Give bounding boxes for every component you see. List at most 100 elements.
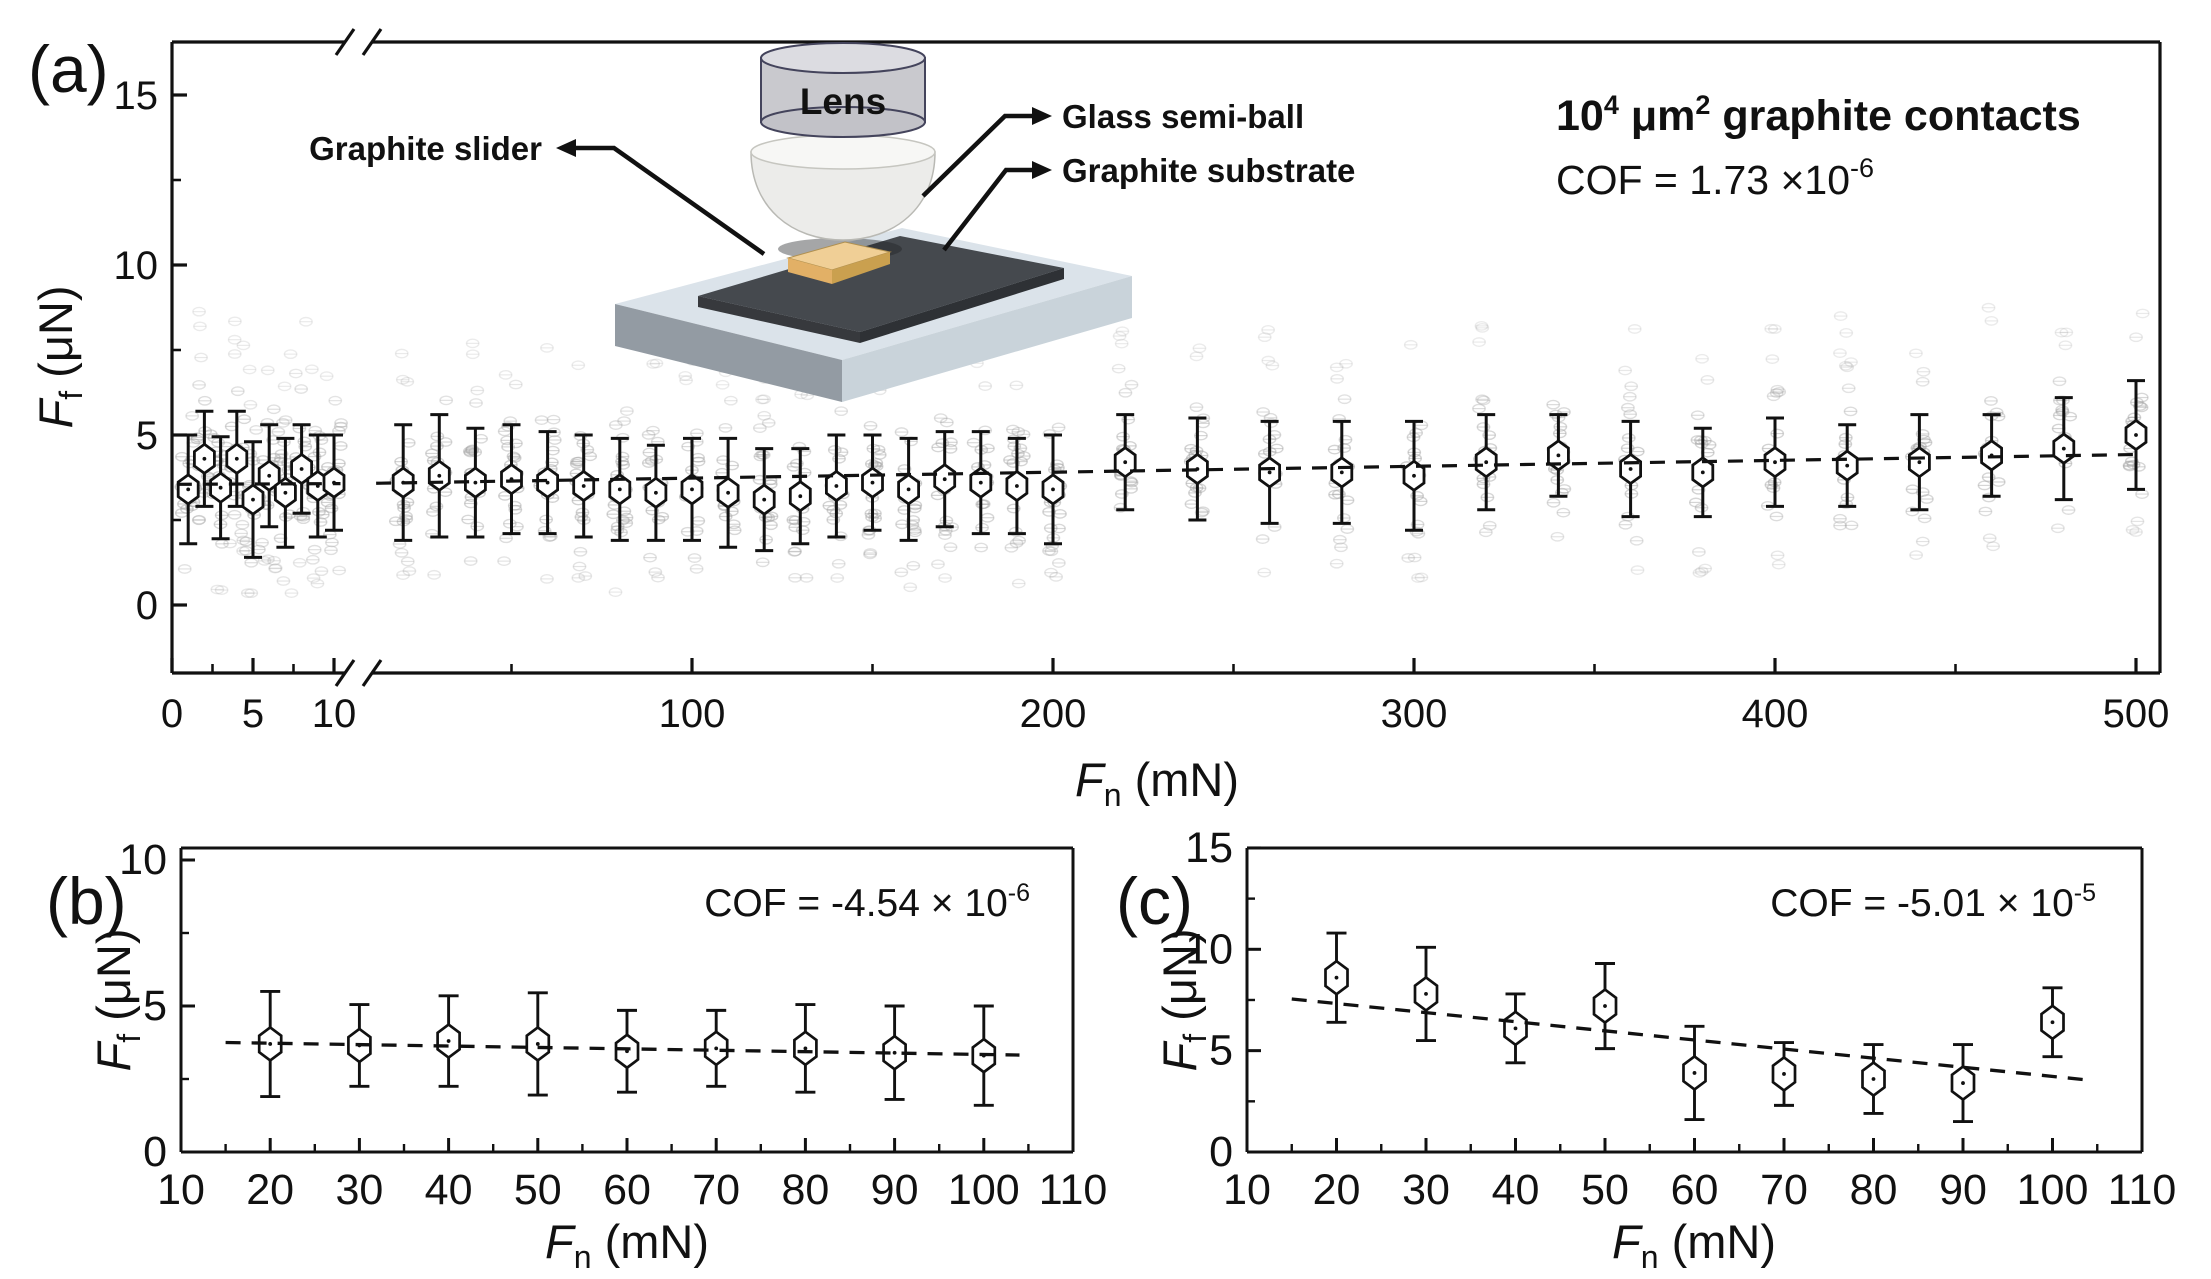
- scatter-dot: [257, 555, 272, 566]
- scatter-dot: [299, 316, 313, 327]
- scatter-dot: [185, 410, 200, 421]
- scatter-dot: [753, 451, 768, 462]
- scatter-dot: [497, 556, 511, 567]
- scatter-dot: [1009, 538, 1024, 549]
- marker-center-dot: [798, 494, 803, 499]
- marker-center-dot: [1700, 470, 1705, 475]
- y-tick-label: 10: [119, 836, 167, 884]
- scatter-dot: [1833, 513, 1847, 524]
- scatter-dot: [863, 549, 877, 560]
- scatter-dot: [1621, 433, 1636, 443]
- panel-a-title: 104 μm2 graphite contacts: [1556, 90, 2081, 140]
- x-tick-label: 70: [1760, 1166, 1808, 1214]
- stage-left-face: [615, 304, 842, 402]
- scatter-dot: [1843, 406, 1858, 417]
- scatter-dot: [394, 456, 409, 467]
- marker-center-dot: [942, 477, 947, 482]
- scatter-dot: [651, 572, 665, 583]
- scatter-dot: [399, 514, 414, 525]
- scatter-dot: [2055, 404, 2070, 415]
- x-tick-label: 500: [2103, 692, 2170, 736]
- marker-center-dot: [625, 1049, 629, 1054]
- scatter-dot: [608, 420, 623, 430]
- panel-a-ylabel: Ff (μN): [29, 286, 89, 429]
- scatter-dot: [328, 395, 343, 406]
- panel-b-plot: 10 20 30 40 50 60 70 80 90 100 110 0 5 10: [119, 836, 1107, 1214]
- scatter-dot: [1410, 490, 1425, 501]
- scatter-dot: [1844, 357, 1858, 368]
- y-tick-label: 5: [136, 414, 158, 458]
- panel-a-xlabel: Fn (mN): [1075, 753, 1239, 813]
- marker-center-dot: [1628, 467, 1633, 471]
- scatter-dot: [540, 342, 554, 353]
- scatter-dot: [1051, 422, 1066, 433]
- scatter-dot: [1189, 402, 1204, 413]
- scatter-dot: [1982, 533, 1997, 544]
- marker-center-dot: [473, 480, 478, 485]
- marker-center-dot: [1871, 1077, 1876, 1081]
- scatter-dot: [400, 497, 415, 508]
- scatter-dot: [1047, 464, 1062, 475]
- scatter-dot: [1772, 386, 1787, 397]
- scatter-dot: [1700, 375, 1715, 385]
- marker-center-dot: [1917, 460, 1922, 465]
- scatter-dot: [610, 525, 625, 535]
- marker-center-dot: [1195, 467, 1200, 471]
- scatter-dot: [1113, 502, 1128, 513]
- scatter-dot: [938, 573, 952, 583]
- scatter-dot: [243, 399, 258, 410]
- scatter-dot: [1691, 547, 1706, 557]
- x-tick-label: 60: [603, 1166, 651, 1214]
- scatter-dot: [1049, 571, 1063, 582]
- scatter-dot: [1553, 421, 1568, 432]
- scatter-dot: [500, 435, 515, 446]
- x-tick-label: 10: [1223, 1166, 1271, 1214]
- marker-center-dot: [545, 480, 550, 485]
- scatter-dot: [1984, 316, 1999, 326]
- scatter-dot: [1114, 338, 1129, 349]
- scatter-dot: [394, 348, 409, 359]
- scatter-dot: [1257, 332, 1272, 343]
- scatter-dot: [465, 445, 479, 456]
- marker-center-dot: [1692, 1071, 1697, 1075]
- panel-a-cof-annotation: COF = 1.73 ×10-6: [1556, 153, 1874, 203]
- scatter-dot: [974, 542, 989, 553]
- scatter-dot: [617, 416, 631, 426]
- arrow-line-slider: [576, 145, 766, 256]
- marker-center-dot: [446, 1039, 451, 1043]
- trend-line: [176, 482, 341, 486]
- x-tick-label: 90: [1939, 1166, 1987, 1214]
- graphite-substrate-edge-left: [698, 296, 860, 343]
- scatter-dot: [268, 563, 283, 574]
- scatter-dot: [1833, 520, 1847, 531]
- scatter-dot: [1004, 542, 1019, 553]
- scatter-dot: [1189, 351, 1204, 362]
- panel-b-cof-annotation: COF = -4.54 × 10-6: [704, 879, 1030, 925]
- x-tick-label: 400: [1742, 692, 1809, 736]
- scatter-dot: [240, 588, 255, 598]
- scatter-dot: [469, 398, 483, 408]
- scatter-dot: [1917, 513, 1932, 524]
- marker-center-dot: [654, 490, 658, 495]
- marker-center-dot: [535, 1042, 540, 1046]
- scatter-dot: [1476, 395, 1491, 406]
- scatter-dot: [498, 369, 513, 380]
- scatter-dot: [314, 566, 329, 577]
- scatter-dot: [1050, 459, 1064, 470]
- y-tick-label: 15: [1185, 824, 1233, 872]
- x-tick-label: 300: [1381, 692, 1448, 736]
- x-tick-label: 40: [425, 1166, 473, 1214]
- scatter-dot: [463, 556, 478, 566]
- scatter-dot: [278, 415, 293, 425]
- scatter-dot: [298, 441, 313, 452]
- scatter-dot: [1692, 567, 1707, 578]
- marker-center-dot: [268, 1042, 273, 1046]
- scatter-dot: [1265, 360, 1280, 371]
- scatter-dot: [192, 306, 206, 317]
- scatter-dot: [430, 431, 445, 442]
- marker-center-dot: [299, 467, 304, 471]
- scatter-dot: [931, 559, 945, 570]
- panel-b-dots: [268, 1039, 986, 1058]
- marker-center-dot: [186, 487, 191, 492]
- scatter-dot: [508, 504, 523, 515]
